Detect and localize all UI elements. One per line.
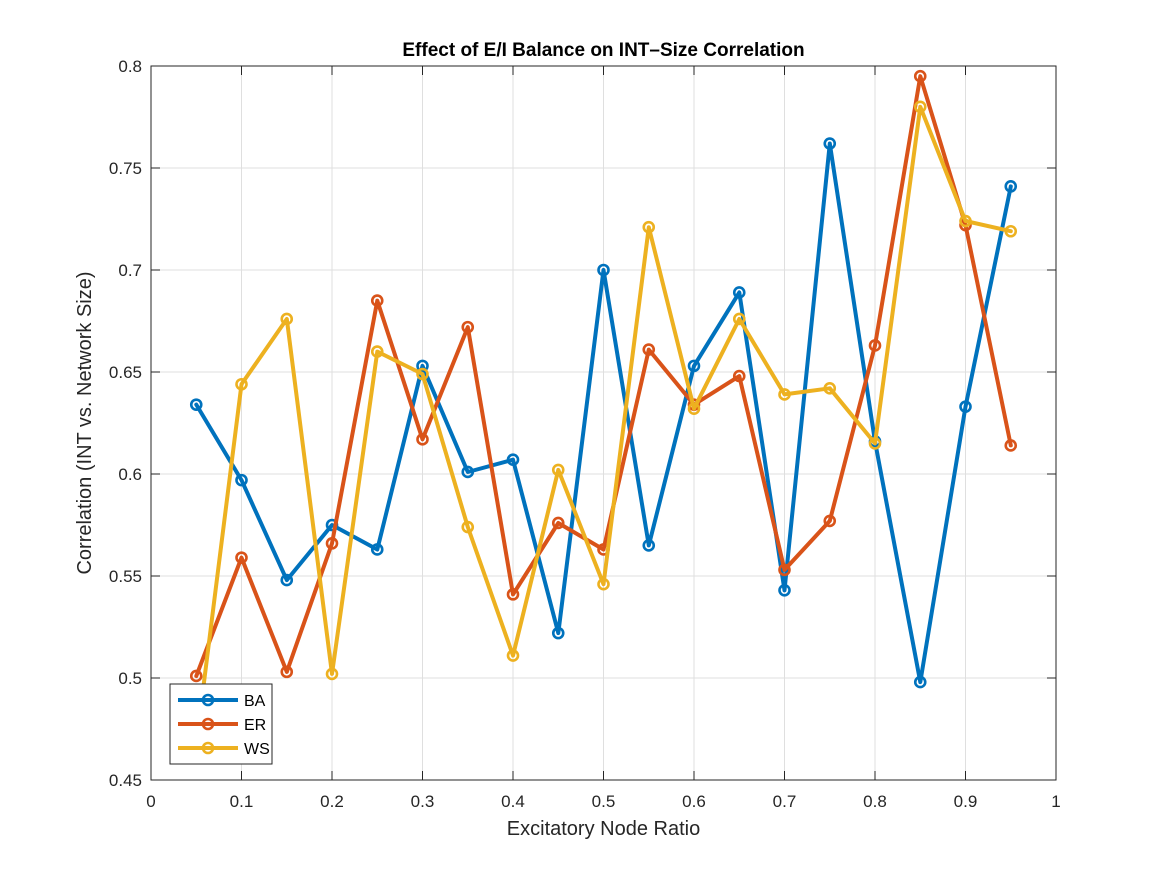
data-point-ws [913, 100, 927, 114]
x-tick-label: 1 [1051, 792, 1060, 811]
y-tick-label: 0.6 [118, 465, 142, 484]
series-ws [189, 100, 1018, 750]
data-point-ba [823, 137, 837, 150]
data-point-ba [370, 543, 384, 556]
data-point-ws [325, 667, 339, 681]
data-point-er [778, 563, 791, 577]
x-tick-label: 0.2 [320, 792, 344, 811]
x-tick-label: 0.4 [501, 792, 525, 811]
data-point-er [370, 294, 384, 307]
data-point-er [868, 339, 882, 352]
x-tick-label: 0.5 [592, 792, 616, 811]
y-tick-label: 0.8 [118, 57, 142, 76]
data-point-er [823, 514, 837, 528]
data-point-ws [642, 220, 656, 234]
data-point-ws [506, 649, 520, 662]
data-point-ws [280, 312, 294, 326]
x-tick-labels: 0 0.1 0.2 0.3 0.4 0.5 0.6 0.7 0.8 0.9 1 [146, 792, 1060, 811]
data-point-ba [732, 286, 746, 299]
data-point-ba [551, 626, 565, 640]
legend-marker-er [201, 717, 215, 731]
data-point-er [325, 537, 339, 550]
data-point-ws [551, 463, 565, 477]
data-point-ws [868, 437, 882, 450]
data-point-er [461, 320, 475, 334]
data-point-er [189, 669, 203, 683]
y-tick-label: 0.65 [109, 363, 142, 382]
x-tick-label: 0.9 [954, 792, 978, 811]
data-point-ba [913, 675, 927, 689]
data-point-er [506, 588, 520, 601]
data-point-ba [597, 263, 610, 277]
data-point-er [416, 433, 429, 446]
data-point-er [280, 665, 294, 679]
legend-item-er[interactable]: ER [178, 717, 266, 734]
data-point-ba [959, 400, 972, 413]
data-point-ws [687, 402, 701, 416]
data-point-ba [280, 573, 294, 587]
data-point-er [913, 69, 927, 83]
legend-marker-ws [201, 741, 215, 755]
x-tick-label: 0 [146, 792, 155, 811]
series-line-er [194, 74, 1013, 678]
data-point-ba [778, 583, 791, 597]
x-tick-label: 0.8 [863, 792, 887, 811]
data-point-ba [687, 359, 701, 373]
data-point-ba [189, 398, 203, 411]
data-point-ba [235, 473, 248, 487]
data-point-ws [461, 520, 475, 534]
x-tick-label: 0.1 [230, 792, 254, 811]
data-point-ws [778, 388, 791, 401]
data-point-ws [370, 345, 384, 358]
legend-label-er: ER [244, 717, 266, 734]
x-tick-label: 0.7 [773, 792, 797, 811]
data-point-ws [959, 214, 972, 228]
data-point-ws [597, 577, 610, 591]
y-tick-label: 0.7 [118, 261, 142, 280]
legend-item-ws[interactable]: WS [178, 741, 270, 758]
data-point-ba [642, 539, 656, 552]
legend-label-ba: BA [244, 693, 266, 710]
y-axis-label: Correlation (INT vs. Network Size) [74, 271, 96, 574]
ticks [150, 65, 1057, 781]
chart-title: Effect of E/I Balance on INT–Size Correl… [402, 40, 804, 61]
data-point-er [551, 516, 565, 530]
x-axis-label: Excitatory Node Ratio [507, 818, 700, 840]
y-tick-labels: 0.45 0.5 0.55 0.6 0.65 0.7 0.75 0.8 [109, 57, 142, 790]
x-tick-label: 0.6 [682, 792, 706, 811]
data-point-ws [416, 367, 429, 381]
data-point-ba [461, 465, 475, 479]
series-layer [189, 69, 1018, 750]
data-point-ba [506, 453, 520, 467]
x-tick-label: 0.3 [411, 792, 435, 811]
series-er [189, 69, 1018, 683]
y-tick-label: 0.5 [118, 669, 142, 688]
data-point-er [642, 343, 656, 356]
data-point-ba [1004, 180, 1018, 193]
legend[interactable]: BA ER WS [169, 683, 273, 765]
data-point-ba [416, 359, 429, 373]
legend-marker-ba [201, 693, 215, 707]
data-point-ws [732, 312, 746, 326]
data-point-ws [823, 382, 837, 395]
series-line-ws [194, 104, 1013, 746]
y-tick-label: 0.75 [109, 159, 142, 178]
y-tick-label: 0.45 [109, 771, 142, 790]
legend-item-ba[interactable]: BA [178, 693, 266, 710]
data-point-er [732, 369, 746, 383]
data-point-er [1004, 439, 1018, 452]
data-point-ws [235, 377, 248, 391]
data-point-ws [1004, 224, 1018, 238]
legend-label-ws: WS [244, 741, 270, 758]
y-tick-label: 0.55 [109, 567, 142, 586]
data-point-er [235, 551, 248, 564]
